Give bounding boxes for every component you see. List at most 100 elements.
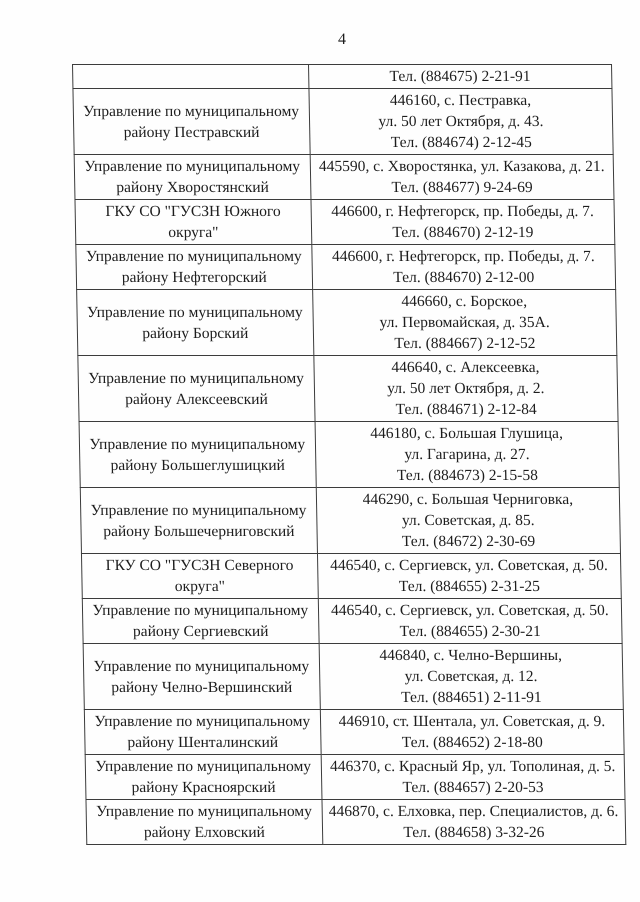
table-row: Управление по муниципальному району Борск… — [76, 289, 617, 356]
table-row: Управление по муниципальному району Елхов… — [85, 799, 626, 845]
contact-cell-line: 446370, с. Красный Яр, ул. Тополиная, д.… — [329, 758, 616, 775]
contact-cell: 446910, ст. Шентала, ул. Советская, д. 9… — [320, 709, 625, 755]
organization-cell-line: Управление по муниципальному — [88, 369, 305, 387]
organization-cell: Управление по муниципальному району Больш… — [79, 421, 316, 488]
organization-cell: Управление по муниципальному району Челно… — [83, 643, 321, 710]
organization-cell-line: району Борский — [142, 324, 249, 342]
table-row: Управление по муниципальному району Больш… — [79, 421, 620, 488]
contact-cell: 446540, с. Сергиевск, ул. Советская, д. … — [317, 553, 622, 599]
table-row: Управление по муниципальному району Серги… — [82, 598, 623, 644]
contact-cell-line: 446840, с. Челно-Вершины, — [379, 647, 563, 664]
organization-cell: Управление по муниципальному району Шента… — [84, 709, 321, 755]
contact-cell-line: Тел. (884671) 2-12-84 — [395, 401, 537, 418]
contact-cell-line: 445590, с. Хворостянка, ул. Казакова, д.… — [318, 158, 605, 175]
contact-cell-line: Тел. (884652) 2-18-80 — [401, 734, 543, 751]
contact-cell-line: Тел. (884657) 2-20-53 — [402, 779, 544, 796]
contact-cell-line: 446540, с. Сергиевск, ул. Советская, д. … — [330, 602, 609, 619]
organization-cell-line: району Елховский — [143, 824, 266, 841]
contact-cell-line: ул. Первомайская, д. 35А. — [379, 314, 550, 331]
contact-cell-line: 446910, ст. Шентала, ул. Советская, д. 9… — [338, 713, 606, 730]
contact-cell-line: Тел. (884655) 2-31-25 — [398, 578, 541, 595]
contact-cell: 446640, с. Алексеевка, ул. 50 лет Октября… — [313, 355, 619, 422]
table-row: Управление по муниципальному району Красн… — [85, 754, 625, 800]
organization-cell: Управление по муниципальному району Красн… — [85, 754, 322, 800]
contact-cell-line: Тел. (884670) 2-12-19 — [392, 224, 534, 241]
organization-cell: Управление по муниципальному району Нефте… — [75, 244, 313, 290]
table-row: Управление по муниципальному району Нефте… — [75, 244, 616, 290]
organization-cell: Управление по муниципальному району Пестр… — [72, 88, 310, 155]
contact-cell: 446840, с. Челно-Вершины, ул. Советская, … — [318, 643, 624, 710]
organization-cell-line: району Большечерниговский — [103, 522, 295, 540]
contact-cell: 446290, с. Большая Черниговка, ул. Советс… — [315, 487, 621, 554]
table-row: Управление по муниципальному району Хворо… — [74, 154, 614, 200]
organization-cell-line: Управление по муниципальному — [85, 248, 302, 265]
organization-cell-line: Управление по муниципальному — [94, 713, 311, 730]
contact-cell-line: Тел. (884658) 3-32-26 — [403, 824, 545, 841]
organization-cell-line: Управление по муниципальному — [92, 602, 309, 619]
organization-cell-line: Управление по муниципальному — [93, 657, 310, 675]
contact-cell-line: Тел. (884651) 2-11-91 — [401, 689, 542, 706]
table-row: Управление по муниципальному району Пестр… — [72, 88, 614, 155]
contact-cell-line: Тел. (884655) 2-30-21 — [399, 623, 541, 640]
contact-cell: 446600, г. Нефтегорск, пр. Победы, д. 7.… — [311, 244, 616, 290]
organization-cell-line: району Нефтегорский — [121, 269, 267, 286]
contact-cell-line: 446640, с. Алексеевка, — [391, 359, 540, 376]
contact-cell: 446870, с. Елховка, пер. Специалистов, д… — [321, 799, 626, 845]
contact-cell-line: 446600, г. Нефтегорск, пр. Победы, д. 7. — [331, 203, 594, 220]
organization-cell-line: району Большеглушицкий — [110, 456, 286, 474]
organization-cell-line: Управление по муниципальному — [84, 158, 301, 175]
table-row: Управление по муниципальному району Алекс… — [77, 355, 619, 422]
table-row: Управление по муниципальному району Шента… — [84, 709, 625, 755]
contact-cell: 446180, с. Большая Глушица, ул. Гагарина,… — [314, 421, 620, 488]
table-row: Тел. (884675) 2-21-91 — [72, 64, 612, 89]
table-row: ГКУ СО "ГУСЗН Северного округа" 446540, с.… — [81, 553, 622, 599]
contact-cell-line: 446600, г. Нефтегорск, пр. Победы, д. 7. — [331, 248, 595, 265]
organization-cell-line: Управление по муниципальному — [86, 303, 303, 321]
contact-cell-line: ул. Гагарина, д. 27. — [404, 446, 530, 463]
contact-cell-line: 446870, с. Елховка, пер. Специалистов, д… — [328, 803, 619, 820]
table-row: Управление по муниципальному району Челно… — [83, 643, 624, 710]
contact-cell-line: Тел. (884674) 2-12-45 — [390, 134, 532, 151]
contact-cell-line: ул. Советская, д. 12. — [404, 668, 538, 685]
organization-cell-line: Управление по муниципальному — [96, 803, 313, 820]
organization-cell: Управление по муниципальному району Серги… — [82, 598, 319, 644]
contact-cell: 445590, с. Хворостянка, ул. Казакова, д.… — [309, 154, 614, 200]
contact-cell-line: 446540, с. Сергиевск, ул. Советская, д. … — [330, 557, 609, 574]
contact-cell: Тел. (884675) 2-21-91 — [308, 64, 612, 89]
organization-cell-line: ГКУ СО "ГУСЗН Северного — [105, 557, 294, 574]
contact-cell-line: Тел. (884677) 9-24-69 — [391, 179, 533, 196]
contact-cell-line: Тел. (84672) 2-30-69 — [401, 533, 536, 550]
organization-cell-line: району Алексеевский — [125, 390, 268, 408]
organization-cell: Управление по муниципальному району Елхов… — [85, 799, 323, 845]
contacts-table: Тел. (884675) 2-21-91 Управление по муниц… — [72, 64, 626, 845]
organization-cell-line: ГКУ СО "ГУСЗН Южного — [105, 203, 281, 220]
contact-cell-line: 446290, с. Большая Черниговка, — [362, 491, 574, 508]
organization-cell-line: району Шенталинский — [127, 734, 279, 751]
organization-cell-line: Управление по муниципальному — [83, 102, 300, 120]
contact-cell-line: ул. 50 лет Октября, д. 2. — [387, 380, 545, 397]
page-number: 4 — [338, 31, 346, 48]
organization-cell: Управление по муниципальному району Борск… — [76, 289, 314, 356]
contact-cell-line: Тел. (884667) 2-12-52 — [394, 335, 536, 352]
contact-cell-line: Тел. (884670) 2-12-00 — [393, 269, 535, 286]
organization-cell-line: району Хворостянский — [116, 179, 270, 196]
organization-cell-line: району Красноярский — [131, 779, 276, 796]
organization-cell — [72, 64, 309, 89]
organization-cell-line: району Пестравский — [123, 123, 260, 141]
organization-cell-line: Управление по муниципальному — [95, 758, 312, 775]
organization-cell: Управление по муниципальному району Больш… — [80, 487, 318, 554]
contact-cell-line: Тел. (884675) 2-21-91 — [389, 68, 531, 85]
contacts-table-body: Тел. (884675) 2-21-91 Управление по муниц… — [72, 64, 626, 845]
contact-cell: 446540, с. Сергиевск, ул. Советская, д. … — [317, 598, 623, 644]
table-row: Управление по муниципальному району Больш… — [80, 487, 621, 554]
organization-cell-line: району Челно-Вершинский — [111, 678, 293, 696]
organization-cell-line: Управление по муниципальному — [89, 435, 306, 453]
organization-cell-line: округа" — [174, 578, 226, 595]
contact-cell-line: Тел. (884673) 2-15-58 — [396, 467, 539, 484]
contact-cell-line: ул. 50 лет Октября, д. 43. — [378, 113, 544, 130]
contact-cell: 446660, с. Борское, ул. Первомайская, д. … — [312, 289, 617, 356]
organization-cell: Управление по муниципальному району Алекс… — [77, 355, 315, 422]
organization-cell: ГКУ СО "ГУСЗН Южного округа" — [74, 199, 312, 245]
table-row: ГКУ СО "ГУСЗН Южного округа" 446600, г. Не… — [74, 199, 615, 245]
